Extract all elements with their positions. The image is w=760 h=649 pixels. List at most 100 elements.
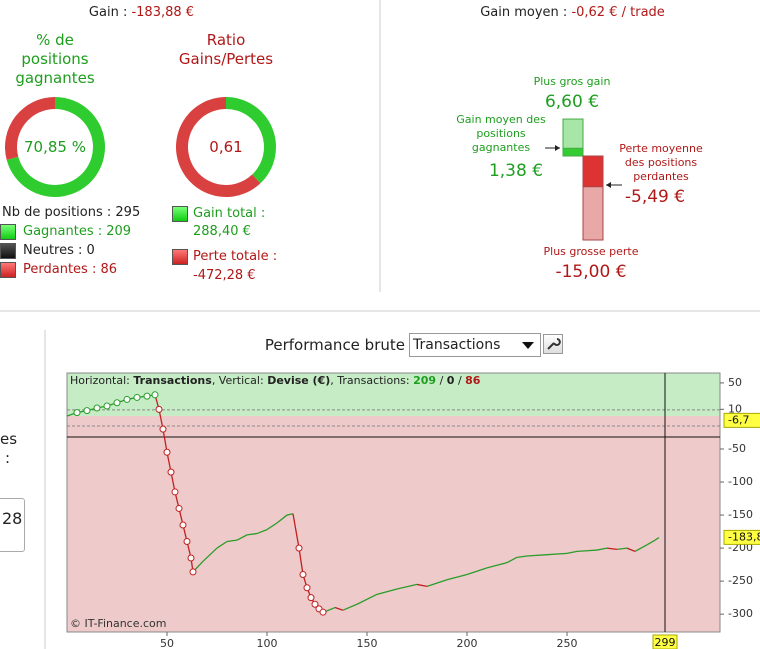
dropdown[interactable]: Transactions	[409, 333, 541, 357]
curve-segment	[606, 547, 618, 551]
curve-segment	[396, 583, 418, 590]
point	[133, 393, 141, 401]
point	[187, 554, 195, 562]
panel-title: Performance brute	[264, 336, 405, 354]
curve-segment	[566, 550, 578, 555]
point	[307, 594, 315, 602]
y-tick-label: -250	[728, 574, 753, 587]
extreme-label: Perte moyenne des positions perdantes	[619, 142, 703, 183]
count: Neutres : 0	[23, 243, 95, 258]
loss-zone	[67, 415, 720, 632]
total-label: Perte totale :	[193, 249, 278, 264]
settings-button[interactable]	[543, 334, 563, 354]
header-part: , Transactions:	[330, 374, 414, 387]
value: -183,88 €	[131, 5, 195, 20]
extreme-label: Plus grosse perte	[543, 245, 639, 258]
header-part: /	[454, 374, 466, 387]
curve-segment	[342, 603, 358, 611]
icon	[0, 262, 16, 278]
curve-segment	[516, 555, 528, 558]
curve-segment	[506, 556, 518, 564]
point	[151, 391, 159, 399]
point	[155, 405, 163, 413]
dropdown-value: Transactions	[413, 337, 501, 353]
curve-segment	[634, 544, 648, 552]
point	[143, 392, 151, 400]
extreme-value: -5,49 €	[624, 187, 686, 207]
extreme-label: Gain moyen des positions gagnantes	[456, 113, 546, 154]
donut-title: Ratio Gains/Pertes	[178, 31, 274, 68]
cursor-box	[723, 529, 760, 545]
x-tick-label: 50	[160, 637, 174, 649]
y-tick-label: -300	[728, 607, 753, 620]
curve-segment	[266, 522, 278, 531]
x-tick-label: 150	[357, 637, 378, 649]
point	[189, 568, 197, 576]
total-label: Gain total :	[193, 206, 266, 221]
arrow-head	[555, 145, 560, 151]
side-text: 28	[2, 509, 23, 528]
header-part: Transactions	[133, 374, 212, 387]
arrow-head	[606, 182, 611, 188]
point	[167, 468, 175, 476]
dropdown-arrow	[522, 342, 534, 349]
donut-label: 70,85 %	[24, 138, 86, 156]
gain-line: Gain : -183,88 €	[0, 5, 283, 20]
x-tick-label: 100	[257, 637, 278, 649]
cursor-box	[723, 412, 760, 428]
extreme-label: Plus gros gain	[533, 75, 611, 88]
label: Gain :	[88, 5, 128, 20]
watermark: © IT-Finance.com	[70, 617, 167, 630]
side-text: :	[5, 449, 11, 467]
curve-segment	[334, 606, 344, 611]
side-text: es	[0, 430, 18, 448]
header-part: , Vertical:	[211, 374, 268, 387]
cursor-box	[652, 634, 678, 649]
curve-segment	[466, 567, 488, 576]
curve-segment	[226, 539, 238, 543]
count: Gagnantes : 209	[23, 224, 132, 239]
label: Gain moyen :	[480, 5, 568, 20]
count: Nb de positions : 295	[2, 205, 141, 220]
curve-segment	[586, 549, 598, 552]
cursor-label: -183,8	[728, 530, 760, 543]
curve-segment	[616, 547, 628, 551]
donut-gain	[226, 97, 276, 184]
header-part: 86	[465, 374, 481, 387]
extreme-value: -15,00 €	[555, 262, 627, 282]
curve-segment	[486, 561, 508, 569]
curve-segment	[216, 540, 228, 549]
curve-segment	[376, 588, 398, 595]
point	[83, 407, 91, 415]
average-line: Gain moyen : -0,62 € / trade	[385, 5, 760, 20]
header-part: 0	[446, 374, 455, 387]
point	[183, 537, 191, 545]
value: -0,62 € / trade	[571, 5, 665, 20]
point	[103, 402, 111, 410]
point	[179, 521, 187, 529]
point	[295, 544, 303, 552]
point	[159, 425, 167, 433]
cursor-label: -6,7	[728, 413, 749, 426]
curve-segment	[446, 573, 468, 581]
curve-segment	[356, 593, 378, 605]
curve-segment	[416, 583, 428, 588]
extreme-value: 1,38 €	[488, 161, 544, 181]
header-part: Horizontal:	[70, 374, 134, 387]
count: Perdantes : 86	[23, 262, 118, 277]
cursor-label: 299	[655, 636, 676, 649]
header-part: /	[436, 374, 447, 387]
curve-segment	[276, 514, 288, 524]
extreme-value: 6,60 €	[544, 92, 600, 112]
curve-segment	[596, 547, 608, 551]
donut-loss	[5, 97, 55, 160]
curve-segment	[646, 539, 656, 546]
point	[171, 488, 179, 496]
total-value: 288,40 €	[193, 224, 251, 239]
y-tick-label: 10	[728, 402, 742, 415]
point	[93, 404, 101, 412]
donut-title: % de positions gagnantes	[15, 31, 95, 87]
point	[319, 608, 327, 616]
